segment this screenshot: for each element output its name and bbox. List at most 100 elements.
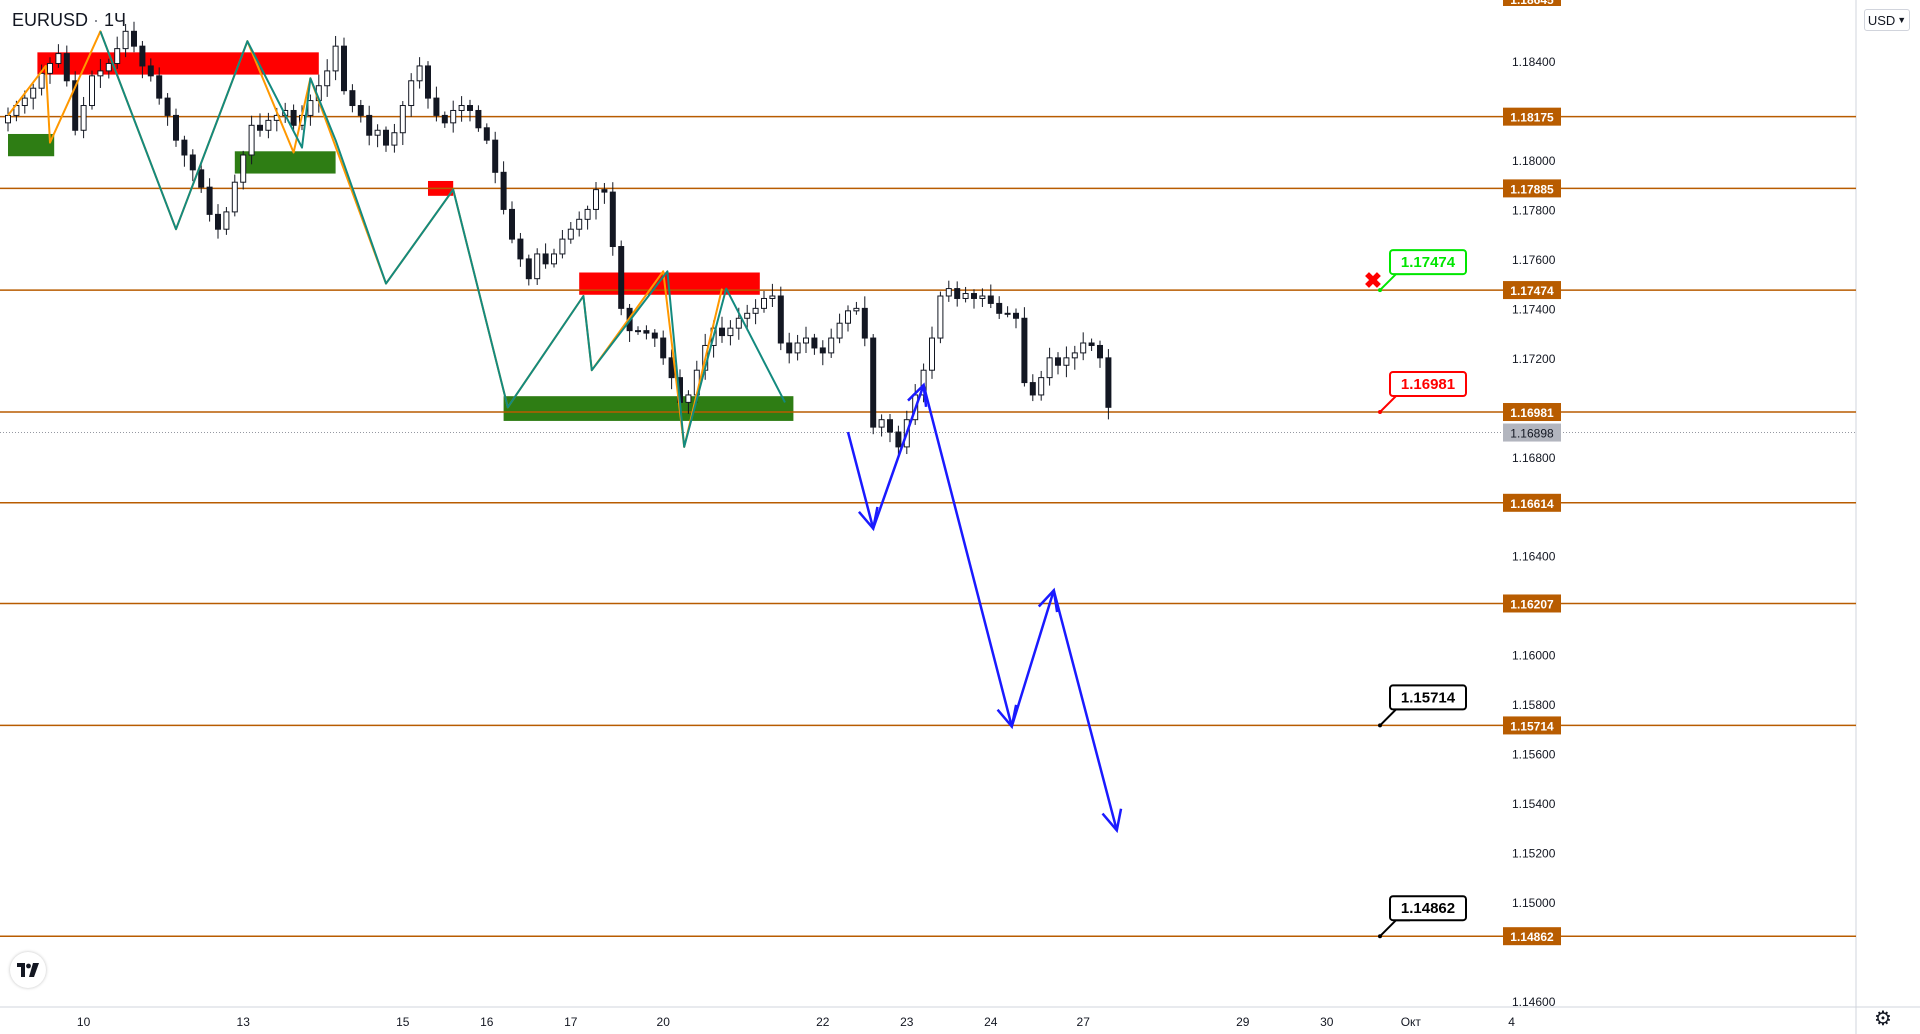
candle-body — [937, 295, 944, 339]
candle-body — [752, 307, 759, 314]
candle-body — [929, 337, 935, 371]
time-tick-label: Окт — [1401, 1015, 1422, 1029]
callout-box[interactable] — [1389, 249, 1467, 276]
chevron-down-icon: ▼ — [1897, 15, 1907, 25]
candle-body — [1088, 342, 1095, 346]
candle-body — [593, 189, 599, 210]
candle-body — [609, 191, 616, 248]
level-price-tag-label: 1.16981 — [1510, 406, 1554, 420]
time-tick-label: 17 — [564, 1015, 578, 1029]
candle-body — [223, 211, 230, 230]
price-tick-label: 1.16400 — [1512, 550, 1556, 564]
price-tick-label: 1.15400 — [1512, 797, 1556, 811]
candle-body — [500, 171, 507, 210]
candle-body — [727, 327, 734, 337]
top-partial-price-tag — [1503, 0, 1561, 6]
callout-anchor-dot — [1378, 723, 1382, 728]
time-tick-label: 20 — [657, 1015, 671, 1029]
symbol-separator: · — [93, 10, 100, 30]
settings-gear-icon[interactable]: ⚙ — [1874, 1008, 1892, 1030]
candle-body — [1071, 352, 1078, 359]
price-tick-label: 1.16000 — [1512, 649, 1556, 663]
candle-body — [794, 342, 801, 354]
level-price-tag-label: 1.18175 — [1510, 111, 1554, 125]
candle-body — [601, 189, 608, 193]
candle-body — [618, 246, 625, 309]
candle-body — [467, 105, 473, 111]
candle-body — [996, 302, 1003, 314]
candle-body — [21, 97, 28, 107]
candle-body — [324, 70, 331, 87]
candle-body — [164, 97, 171, 116]
last-price-tag — [1503, 423, 1561, 442]
candle-body — [374, 129, 381, 136]
candle-body — [542, 253, 549, 265]
callout-box[interactable] — [1389, 895, 1467, 922]
price-tick-label: 1.17400 — [1512, 302, 1556, 316]
candle-body — [206, 186, 213, 215]
level-price-tag-label: 1.16614 — [1510, 497, 1554, 511]
candle-body — [584, 208, 591, 220]
candle-body — [525, 258, 532, 280]
candle-body — [290, 109, 297, 126]
price-tick-label: 1.15800 — [1512, 698, 1556, 712]
price-tick-label: 1.17800 — [1512, 203, 1556, 217]
level-price-tag-label: 1.16207 — [1510, 597, 1554, 611]
callout-label: 1.14862 — [1401, 900, 1455, 917]
candle-body — [458, 105, 465, 111]
candle-body — [265, 119, 272, 131]
symbol-legend[interactable]: EURUSD · 1Ч — [12, 10, 126, 31]
candle-body — [450, 109, 457, 124]
candle-body — [483, 127, 490, 141]
callout-label: 1.15714 — [1401, 689, 1456, 706]
candle-body — [567, 228, 574, 240]
stop-marker-icon: ✖ — [1364, 268, 1382, 293]
level-price-tag — [1503, 493, 1561, 512]
candle-body — [1029, 382, 1036, 396]
candle-body — [1105, 357, 1112, 408]
candle-body — [819, 347, 826, 354]
candle-body — [719, 327, 725, 337]
candle-body — [189, 154, 196, 171]
candle-body — [399, 105, 406, 134]
price-tick-label: 1.16800 — [1512, 451, 1556, 465]
candle-body — [979, 295, 986, 299]
time-tick-label: 10 — [77, 1015, 91, 1029]
candle-body — [895, 431, 902, 448]
candle-body — [803, 337, 809, 344]
candle-body — [1080, 342, 1087, 354]
callout-box[interactable] — [1389, 684, 1467, 711]
time-tick-label: 23 — [900, 1015, 914, 1029]
level-price-tag — [1503, 179, 1561, 198]
zone-demand-5 — [503, 396, 794, 421]
time-tick-label: 4 — [1508, 1015, 1515, 1029]
currency-button[interactable]: USD ▼ — [1864, 9, 1910, 31]
time-tick-label: 27 — [1077, 1015, 1091, 1029]
level-price-tag-label: 1.14862 — [1510, 930, 1554, 944]
candle-body — [332, 45, 339, 72]
price-tick-label: 1.14600 — [1512, 995, 1556, 1009]
candle-body — [551, 253, 557, 265]
candle-body — [425, 65, 431, 99]
tradingview-logo-icon[interactable] — [10, 952, 46, 988]
candle-body — [559, 238, 566, 255]
time-tick-label: 16 — [480, 1015, 494, 1029]
level-price-tag — [1503, 716, 1561, 735]
candle-body — [811, 337, 818, 349]
zone-demand-2 — [234, 151, 336, 174]
candle-body — [408, 80, 415, 107]
level-price-tag — [1503, 403, 1561, 422]
candle-body — [80, 105, 87, 131]
candle-body — [1013, 312, 1019, 319]
tradingview-logo-mark — [17, 963, 39, 977]
candle-body — [1055, 357, 1061, 366]
callout-box[interactable] — [1389, 371, 1467, 398]
symbol-name: EURUSD — [12, 10, 89, 30]
currency-label: USD — [1867, 12, 1896, 28]
candle-body — [1004, 312, 1011, 315]
time-tick-label: 22 — [816, 1015, 830, 1029]
candle-body — [685, 394, 692, 403]
candle-body — [576, 218, 583, 230]
